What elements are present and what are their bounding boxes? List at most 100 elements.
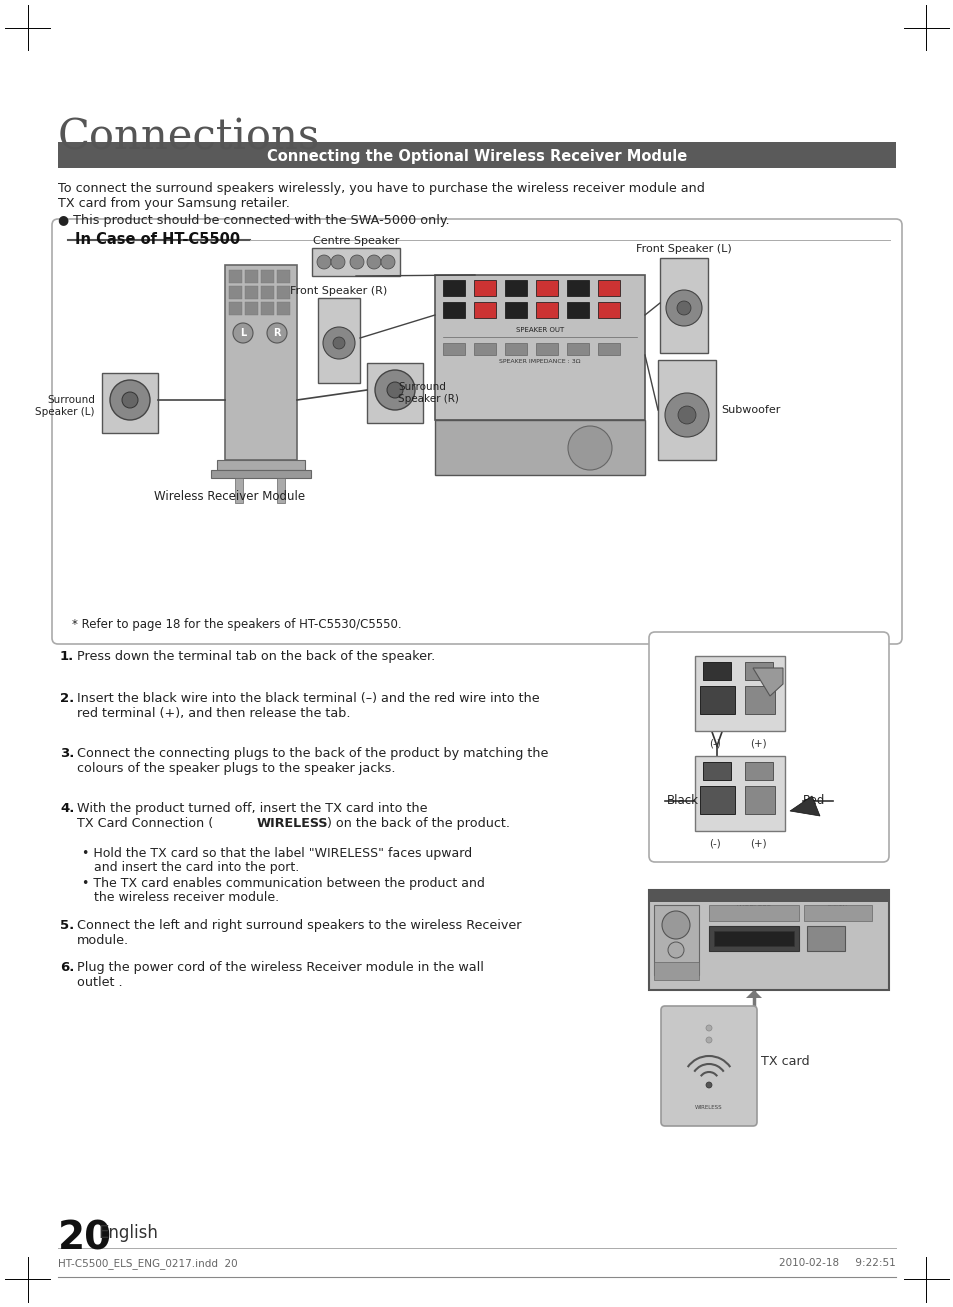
Text: and insert the card into the port.: and insert the card into the port. (82, 861, 299, 874)
Text: module.: module. (77, 935, 129, 948)
Text: 3.: 3. (60, 748, 74, 759)
Bar (474, 302, 496, 318)
Text: In Case of HT-C5500: In Case of HT-C5500 (75, 233, 240, 247)
Bar (234, 478, 243, 503)
Text: Connecting the Optional Wireless Receiver Module: Connecting the Optional Wireless Receive… (267, 149, 686, 163)
Text: Wireless Receiver Module: Wireless Receiver Module (154, 490, 305, 503)
Text: TX card: TX card (760, 1055, 809, 1068)
Bar (695, 656, 784, 731)
Text: Red: Red (802, 793, 824, 806)
Bar (261, 302, 274, 315)
Text: the wireless receiver module.: the wireless receiver module. (82, 891, 279, 904)
Bar (702, 663, 730, 680)
Bar (654, 962, 699, 980)
Bar (435, 274, 644, 420)
Text: * Refer to page 18 for the speakers of HT-C5530/C5550.: * Refer to page 18 for the speakers of H… (71, 618, 401, 631)
Bar (708, 904, 799, 921)
Bar (245, 302, 257, 315)
Text: Insert the black wire into the black terminal (–) and the red wire into the: Insert the black wire into the black ter… (77, 691, 539, 704)
Text: Connections: Connections (58, 116, 320, 158)
Text: • The TX card enables communication between the product and: • The TX card enables communication betw… (82, 877, 484, 890)
Bar (435, 420, 644, 474)
Text: 2.: 2. (60, 691, 74, 704)
Text: Black: Black (666, 793, 699, 806)
Text: Speaker (R): Speaker (R) (397, 393, 458, 404)
Circle shape (350, 255, 364, 269)
Text: red terminal (+), and then release the tab.: red terminal (+), and then release the t… (77, 707, 350, 720)
Bar (312, 248, 399, 276)
Bar (566, 342, 588, 356)
Circle shape (333, 337, 345, 349)
Bar (225, 265, 296, 460)
Text: WIRELESS: WIRELESS (695, 1104, 722, 1110)
Text: 4.: 4. (60, 802, 74, 816)
Bar (474, 280, 496, 295)
Circle shape (122, 392, 138, 408)
Bar (566, 280, 588, 295)
FancyBboxPatch shape (52, 220, 901, 644)
Text: WIRELESS: WIRELESS (736, 904, 771, 911)
Text: To connect the surround speakers wirelessly, you have to purchase the wireless r: To connect the surround speakers wireles… (58, 182, 704, 195)
Text: 6.: 6. (60, 961, 74, 974)
Circle shape (667, 942, 683, 958)
Text: Centre Speaker: Centre Speaker (313, 237, 398, 246)
Circle shape (705, 1025, 711, 1031)
Bar (245, 271, 257, 284)
Text: HT-C5500_ELS_ENG_0217.indd  20: HT-C5500_ELS_ENG_0217.indd 20 (58, 1259, 237, 1269)
Text: Surround: Surround (397, 382, 445, 392)
Text: SPEAKER OUT: SPEAKER OUT (516, 327, 563, 333)
Circle shape (323, 327, 355, 359)
Circle shape (367, 255, 380, 269)
Bar (504, 342, 526, 356)
Polygon shape (745, 989, 761, 999)
Bar (654, 904, 699, 975)
Bar (648, 890, 888, 902)
Circle shape (567, 426, 612, 471)
Text: 20: 20 (58, 1219, 112, 1259)
Bar (504, 280, 526, 295)
Text: Plug the power cord of the wireless Receiver module in the wall: Plug the power cord of the wireless Rece… (77, 961, 483, 974)
Bar (700, 686, 734, 714)
Text: (-): (-) (708, 839, 720, 850)
Text: 5.: 5. (60, 919, 74, 932)
Text: With the product turned off, insert the TX card into the: With the product turned off, insert the … (77, 802, 427, 816)
Bar (744, 786, 774, 814)
Bar (58, 142, 895, 169)
Polygon shape (789, 796, 820, 816)
Circle shape (375, 370, 415, 410)
Circle shape (380, 255, 395, 269)
Text: Surround: Surround (47, 395, 95, 405)
Bar (658, 359, 716, 460)
Bar (276, 478, 285, 503)
FancyBboxPatch shape (648, 633, 888, 863)
Bar (744, 686, 774, 714)
Bar (276, 271, 290, 284)
Bar (474, 342, 496, 356)
Text: WIRELESS: WIRELESS (256, 817, 328, 830)
Text: ) on the back of the product.: ) on the back of the product. (327, 817, 510, 830)
Circle shape (705, 1036, 711, 1043)
Text: TX card from your Samsung retailer.: TX card from your Samsung retailer. (58, 197, 290, 210)
Bar (229, 286, 242, 299)
Bar (598, 302, 619, 318)
Circle shape (331, 255, 345, 269)
Text: Connect the connecting plugs to the back of the product by matching the: Connect the connecting plugs to the back… (77, 748, 548, 759)
Bar (211, 471, 311, 478)
Bar (702, 762, 730, 780)
Circle shape (661, 911, 689, 938)
Text: Subwoofer: Subwoofer (720, 405, 780, 416)
Bar (695, 755, 784, 831)
Circle shape (664, 393, 708, 437)
Text: Press down the terminal tab on the back of the speaker.: Press down the terminal tab on the back … (77, 650, 435, 663)
Bar (536, 342, 558, 356)
Text: • Hold the TX card so that the label "WIRELESS" faces upward: • Hold the TX card so that the label "WI… (82, 847, 472, 860)
Polygon shape (752, 668, 782, 697)
Circle shape (233, 323, 253, 342)
Bar (536, 302, 558, 318)
FancyBboxPatch shape (660, 1006, 757, 1127)
Text: Front Speaker (R): Front Speaker (R) (290, 286, 387, 295)
Text: 1.: 1. (60, 650, 74, 663)
Bar (566, 302, 588, 318)
Circle shape (387, 382, 402, 399)
Circle shape (665, 290, 701, 325)
